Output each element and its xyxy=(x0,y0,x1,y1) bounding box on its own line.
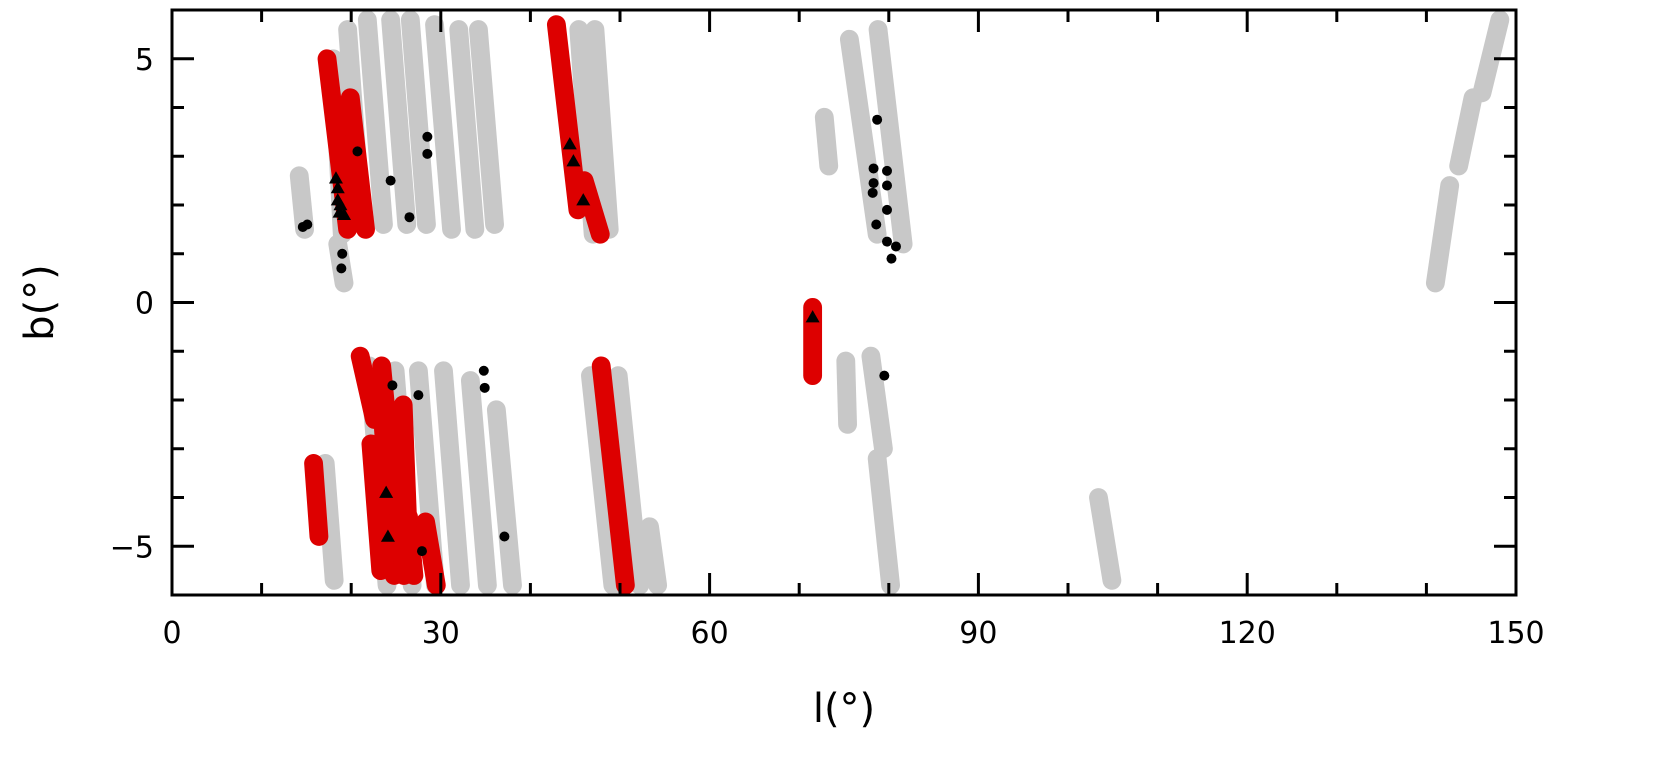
gray-field-5 xyxy=(381,10,417,234)
gray-field-0 xyxy=(289,166,315,239)
gray-field-18 xyxy=(1472,10,1510,103)
circle-marker-17 xyxy=(882,236,893,247)
x-tick-label-120: 120 xyxy=(1219,616,1276,651)
red-field-37 xyxy=(304,453,329,546)
gray-field-27 xyxy=(608,366,650,595)
red-field-35 xyxy=(574,171,610,244)
red-field-34 xyxy=(546,15,588,220)
triangle-marker-8 xyxy=(576,193,591,206)
y-tick-label-5: 5 xyxy=(135,43,154,78)
y-tick-label-0: 0 xyxy=(135,287,154,322)
circle-marker-25 xyxy=(879,370,890,381)
gray-field-8 xyxy=(449,20,485,239)
circle-marker-2 xyxy=(336,263,347,274)
gray-field-28 xyxy=(640,517,668,595)
red-field-43 xyxy=(393,395,418,532)
red-field-38 xyxy=(350,346,384,429)
circle-marker-11 xyxy=(868,178,879,189)
gray-field-19 xyxy=(315,453,344,590)
circle-marker-20 xyxy=(387,380,398,391)
red-field-46 xyxy=(591,356,635,595)
gray-field-14 xyxy=(868,20,913,254)
y-tick-label--5: −5 xyxy=(110,530,154,565)
circle-marker-18 xyxy=(886,253,897,264)
triangle-marker-3 xyxy=(333,198,348,211)
field-polygons xyxy=(289,10,1510,595)
gray-field-30 xyxy=(861,346,893,459)
circle-marker-8 xyxy=(422,148,433,159)
y-axis-label: b(°) xyxy=(17,264,63,341)
gray-field-6 xyxy=(400,10,436,234)
circle-marker-19 xyxy=(890,241,901,252)
circle-marker-22 xyxy=(478,365,489,376)
red-field-41 xyxy=(374,419,404,585)
circle-marker-16 xyxy=(871,219,882,230)
circle-marker-4 xyxy=(352,146,363,157)
gray-field-31 xyxy=(867,449,900,595)
circle-marker-3 xyxy=(337,248,348,259)
axis-tick-labels: 0 30 60 90 120 150 −5 0 5 xyxy=(110,43,1545,651)
triangle-marker-5 xyxy=(337,207,352,220)
x-tick-label-150: 150 xyxy=(1487,616,1544,651)
circle-marker-6 xyxy=(404,212,415,223)
circle-marker-13 xyxy=(882,165,893,176)
gray-field-17 xyxy=(1449,88,1483,176)
x-tick-label-90: 90 xyxy=(959,616,997,651)
x-tick-label-0: 0 xyxy=(162,616,181,651)
circle-marker-14 xyxy=(882,180,893,191)
gray-field-12 xyxy=(814,107,839,176)
gray-field-4 xyxy=(357,10,393,234)
circle-marker-5 xyxy=(385,175,396,186)
triangle-marker-9 xyxy=(805,310,820,323)
source-markers xyxy=(297,114,901,557)
x-axis-label: l(°) xyxy=(813,686,875,732)
circle-marker-9 xyxy=(872,114,883,125)
gray-field-29 xyxy=(836,351,857,434)
triangle-marker-7 xyxy=(566,154,581,167)
triangle-marker-1 xyxy=(330,180,345,194)
circle-marker-7 xyxy=(422,131,433,142)
gray-field-26 xyxy=(581,366,623,595)
triangle-marker-6 xyxy=(562,137,577,150)
triangle-marker-11 xyxy=(380,529,395,542)
gray-field-9 xyxy=(469,20,504,234)
circle-marker-21 xyxy=(413,390,424,401)
circle-marker-23 xyxy=(479,382,490,393)
triangle-marker-0 xyxy=(328,171,343,184)
circle-marker-15 xyxy=(882,204,893,215)
red-field-45 xyxy=(416,512,446,595)
circle-marker-24 xyxy=(499,531,510,542)
gray-field-25 xyxy=(486,400,522,595)
circle-marker-1 xyxy=(302,219,313,230)
circle-marker-10 xyxy=(868,163,879,174)
gray-field-7 xyxy=(425,15,461,239)
red-field-44 xyxy=(399,507,424,585)
x-tick-label-30: 30 xyxy=(422,616,460,651)
gray-field-24 xyxy=(460,371,497,595)
red-field-32 xyxy=(317,49,358,239)
gray-field-23 xyxy=(434,361,470,595)
gray-field-13 xyxy=(839,29,887,244)
circle-marker-26 xyxy=(416,546,427,557)
gray-field-16 xyxy=(1425,176,1460,293)
triangle-marker-10 xyxy=(379,485,394,498)
red-field-40 xyxy=(361,434,391,581)
gray-field-15 xyxy=(1089,488,1122,590)
red-field-33 xyxy=(340,88,375,239)
x-tick-label-60: 60 xyxy=(691,616,729,651)
axis-ticks xyxy=(170,10,1518,595)
gray-field-11 xyxy=(585,20,619,239)
circle-marker-12 xyxy=(867,187,878,198)
